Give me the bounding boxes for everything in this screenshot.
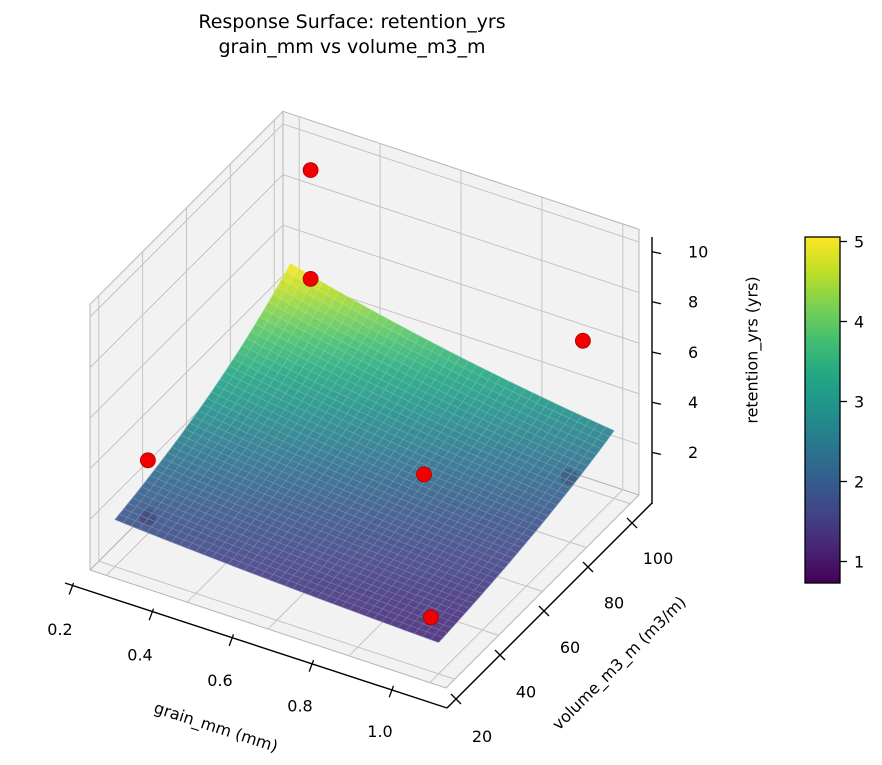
x-tick-label: 0.4 bbox=[127, 646, 152, 665]
chart-title-line1: Response Surface: retention_yrs bbox=[198, 11, 506, 33]
floor-grid-y bbox=[98, 560, 455, 680]
z-tick-mark bbox=[651, 301, 662, 305]
wall-grid-z bbox=[282, 174, 640, 294]
data-point bbox=[139, 452, 156, 469]
y-tick-label: 60 bbox=[560, 638, 580, 657]
z-tick-mark bbox=[651, 250, 662, 255]
y-tick-label: 80 bbox=[604, 594, 624, 613]
colorbar-tick-label: 5 bbox=[854, 232, 864, 251]
wall-grid-z bbox=[89, 224, 284, 419]
y-tick-mark bbox=[538, 605, 550, 617]
colorbar-tick-label: 4 bbox=[854, 312, 864, 331]
axis-group: 0.2 0.4 0.6 0.8 1.0 20 40 60 80 100 2 4 6 8 10 bbox=[47, 237, 708, 746]
z-tick-label: 6 bbox=[688, 343, 698, 362]
y-tick-label: 100 bbox=[643, 549, 674, 568]
x-tick-label: 0.6 bbox=[207, 671, 232, 690]
x-tick-label: 0.8 bbox=[287, 697, 312, 716]
z-axis-label: retention_yrs (yrs) bbox=[742, 276, 762, 424]
y-tick-mark bbox=[450, 693, 462, 705]
wall-grid-z bbox=[282, 224, 640, 344]
wall-grid-z bbox=[282, 123, 640, 243]
z-tick-label: 2 bbox=[688, 443, 698, 462]
data-point bbox=[575, 332, 591, 349]
colorbar-group: 1 2 3 4 5 bbox=[804, 232, 864, 584]
z-tick-label: 10 bbox=[688, 242, 708, 261]
data-point bbox=[302, 270, 319, 287]
wall-grid-z bbox=[89, 275, 284, 470]
surface-mesh bbox=[114, 262, 615, 643]
colorbar bbox=[804, 236, 841, 584]
chart-title-line2: grain_mm vs volume_m3_m bbox=[218, 36, 486, 58]
x-tick-mark bbox=[308, 659, 315, 672]
wall-grid-z bbox=[89, 174, 284, 368]
y-tick-mark bbox=[626, 517, 638, 529]
surface-cell bbox=[429, 634, 444, 643]
x-tick-label: 0.2 bbox=[47, 620, 72, 639]
z-tick-label: 4 bbox=[688, 393, 698, 412]
y-tick-label: 20 bbox=[472, 727, 492, 746]
x-tick-mark bbox=[228, 634, 235, 647]
x-tick-mark bbox=[68, 582, 75, 595]
x-axis-line bbox=[64, 582, 448, 709]
x-tick-label: 1.0 bbox=[367, 722, 392, 741]
x-tick-mark bbox=[388, 685, 395, 698]
z-tick-mark bbox=[651, 401, 662, 405]
chart-title: Response Surface: retention_yrs grain_mm… bbox=[2, 10, 702, 60]
y-tick-label: 40 bbox=[516, 683, 536, 702]
colorbar-tick-label: 2 bbox=[854, 472, 864, 491]
data-point bbox=[302, 162, 319, 179]
y-tick-mark bbox=[582, 561, 594, 573]
z-tick-mark bbox=[651, 451, 662, 456]
x-tick-mark bbox=[148, 608, 155, 621]
colorbar-tick-label: 1 bbox=[854, 552, 864, 571]
z-tick-label: 8 bbox=[688, 293, 698, 312]
y-axis-line bbox=[446, 502, 653, 709]
wall-grid-z bbox=[89, 123, 284, 318]
data-point bbox=[416, 466, 432, 483]
colorbar-tick-label: 3 bbox=[854, 392, 864, 411]
y-tick-mark bbox=[494, 649, 506, 661]
scatter-group bbox=[139, 162, 591, 626]
z-tick-mark bbox=[651, 351, 662, 355]
data-point bbox=[423, 609, 439, 626]
